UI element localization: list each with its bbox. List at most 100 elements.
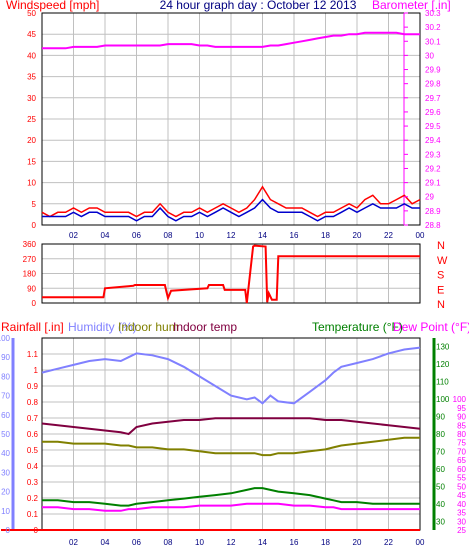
barometer-tick-label: 30.2 bbox=[425, 23, 441, 32]
panel-frame-1 bbox=[41, 12, 421, 226]
rainfall-tick-label: 0.7 bbox=[27, 414, 39, 423]
rainfall-tick-label: 1.1 bbox=[27, 350, 39, 359]
windspeed-tick-label: 20 bbox=[27, 136, 36, 145]
dew-point-tick-label: 95 bbox=[457, 404, 466, 413]
dew-point-tick-label: 25 bbox=[457, 526, 466, 535]
compass-label: W bbox=[437, 255, 448, 267]
dew-point-tick-label: 35 bbox=[457, 509, 466, 518]
barometer-tick-label: 29.4 bbox=[425, 136, 441, 145]
barometer-tick-label: 29.9 bbox=[425, 66, 441, 75]
barometer-tick-label: 28.9 bbox=[425, 207, 441, 216]
windspeed-tick-label: 25 bbox=[27, 115, 36, 124]
x-tick-label-bottom: 10 bbox=[195, 538, 204, 547]
x-tick-label-bottom: 04 bbox=[101, 538, 110, 547]
rainfall-tick-label: 0.6 bbox=[27, 430, 39, 439]
x-tick-label-top: 04 bbox=[101, 231, 110, 240]
x-tick-label-bottom: 02 bbox=[69, 538, 78, 547]
dew-point-label: Dew Point (°F) bbox=[393, 320, 469, 334]
windspeed-axis-label: Windspeed [mph] bbox=[6, 0, 99, 12]
x-tick-label-top: 18 bbox=[321, 231, 330, 240]
barometer-axis-label: Barometer [.in] bbox=[372, 0, 451, 12]
wind-line bbox=[41, 185, 421, 218]
x-tick-label-top: 16 bbox=[290, 231, 299, 240]
rainfall-tick-label: 1 bbox=[34, 366, 39, 375]
rainfall-tick-label: 0.5 bbox=[27, 446, 39, 455]
series-layer bbox=[41, 31, 421, 531]
temperature-tick-label: 40 bbox=[436, 500, 445, 509]
temperature-tick-label: 90 bbox=[436, 413, 445, 422]
windspeed-tick-label: 45 bbox=[27, 30, 36, 39]
direction-tick-label: 360 bbox=[23, 240, 37, 249]
x-tick-label-bottom: 20 bbox=[353, 538, 362, 547]
windspeed-tick-label: 0 bbox=[32, 221, 37, 230]
x-tick-label-top: 14 bbox=[258, 231, 267, 240]
ticks-layer: 0202040406060808101012121414161618182020… bbox=[0, 9, 467, 547]
direction-line bbox=[42, 244, 420, 304]
x-tick-label-bottom: 22 bbox=[384, 538, 393, 547]
humidity-tick-label: 100 bbox=[0, 334, 11, 343]
x-tick-label-bottom: 18 bbox=[321, 538, 330, 547]
direction-tick-label: 180 bbox=[23, 270, 37, 279]
temperature-line bbox=[42, 487, 420, 507]
chart-title: 24 hour graph day : October 12 2013 bbox=[160, 0, 357, 12]
x-tick-label-bottom: 06 bbox=[132, 538, 141, 547]
x-tick-label-bottom: 00 bbox=[416, 538, 425, 547]
rainfall-tick-label: 0 bbox=[34, 526, 39, 535]
windspeed-tick-label: 10 bbox=[27, 179, 36, 188]
temperature-tick-label: 120 bbox=[436, 360, 450, 369]
windspeed-tick-label: 5 bbox=[32, 200, 37, 209]
barometer-tick-label: 29.1 bbox=[425, 179, 441, 188]
x-tick-label-top: 06 bbox=[132, 231, 141, 240]
windspeed-tick-label: 35 bbox=[27, 73, 36, 82]
x-tick-label-top: 08 bbox=[164, 231, 173, 240]
dew-point-tick-label: 60 bbox=[457, 465, 466, 474]
dew-point-tick-label: 75 bbox=[457, 439, 466, 448]
barometer-tick-label: 30 bbox=[425, 51, 434, 60]
humidity-tick-label: 40 bbox=[1, 449, 10, 458]
barometer-tick-label: 29.3 bbox=[425, 150, 441, 159]
indoor-temp-label: Indoor temp bbox=[173, 320, 237, 334]
temperature-tick-label: 70 bbox=[436, 447, 445, 456]
rainfall-tick-label: 0.9 bbox=[27, 382, 39, 391]
rainfall-tick-label: 0.1 bbox=[27, 510, 39, 519]
x-tick-label-top: 00 bbox=[416, 231, 425, 240]
windspeed-tick-label: 40 bbox=[27, 51, 36, 60]
temperature-tick-label: 30 bbox=[436, 517, 445, 526]
dew-point-tick-label: 40 bbox=[457, 500, 466, 509]
compass-label: E bbox=[437, 284, 444, 296]
barometer-tick-label: 28.8 bbox=[425, 221, 441, 230]
dew-point-tick-label: 50 bbox=[457, 482, 466, 491]
dew-point-tick-label: 100 bbox=[453, 395, 467, 404]
x-tick-label-bottom: 16 bbox=[290, 538, 299, 547]
barometer-tick-label: 29.6 bbox=[425, 108, 441, 117]
barometer-tick-label: 29 bbox=[425, 193, 434, 202]
humidity-tick-label: 90 bbox=[1, 353, 10, 362]
rainfall-tick-label: 0.3 bbox=[27, 478, 39, 487]
x-tick-label-top: 12 bbox=[227, 231, 236, 240]
indoor_hum-line bbox=[42, 436, 420, 457]
barometer-tick-label: 29.2 bbox=[425, 164, 441, 173]
panel-frame-2 bbox=[41, 243, 421, 304]
x-tick-label-bottom: 12 bbox=[227, 538, 236, 547]
humidity-tick-label: 0 bbox=[6, 526, 11, 535]
x-tick-label-top: 20 bbox=[353, 231, 362, 240]
humidity-tick-label: 80 bbox=[1, 372, 10, 381]
dew-point-tick-label: 45 bbox=[457, 491, 466, 500]
x-tick-label-top: 22 bbox=[384, 231, 393, 240]
dew-point-tick-label: 55 bbox=[457, 474, 466, 483]
x-tick-label-bottom: 14 bbox=[258, 538, 267, 547]
direction-tick-label: 270 bbox=[23, 255, 37, 264]
humidity-tick-label: 10 bbox=[1, 507, 10, 516]
temperature-tick-label: 50 bbox=[436, 482, 445, 491]
humidity-tick-label: 30 bbox=[1, 468, 10, 477]
direction-tick-label: 90 bbox=[27, 284, 36, 293]
temperature-tick-label: 110 bbox=[436, 378, 449, 387]
baro-line bbox=[42, 31, 420, 50]
humidity-tick-label: 60 bbox=[1, 411, 10, 420]
x-tick-label-top: 02 bbox=[69, 231, 78, 240]
dew-point-tick-label: 85 bbox=[457, 421, 466, 430]
barometer-tick-label: 29.7 bbox=[425, 94, 441, 103]
temperature-label: Temperature (°F) bbox=[312, 320, 403, 334]
compass-label: N bbox=[437, 240, 445, 252]
barometer-tick-label: 29.8 bbox=[425, 80, 441, 89]
